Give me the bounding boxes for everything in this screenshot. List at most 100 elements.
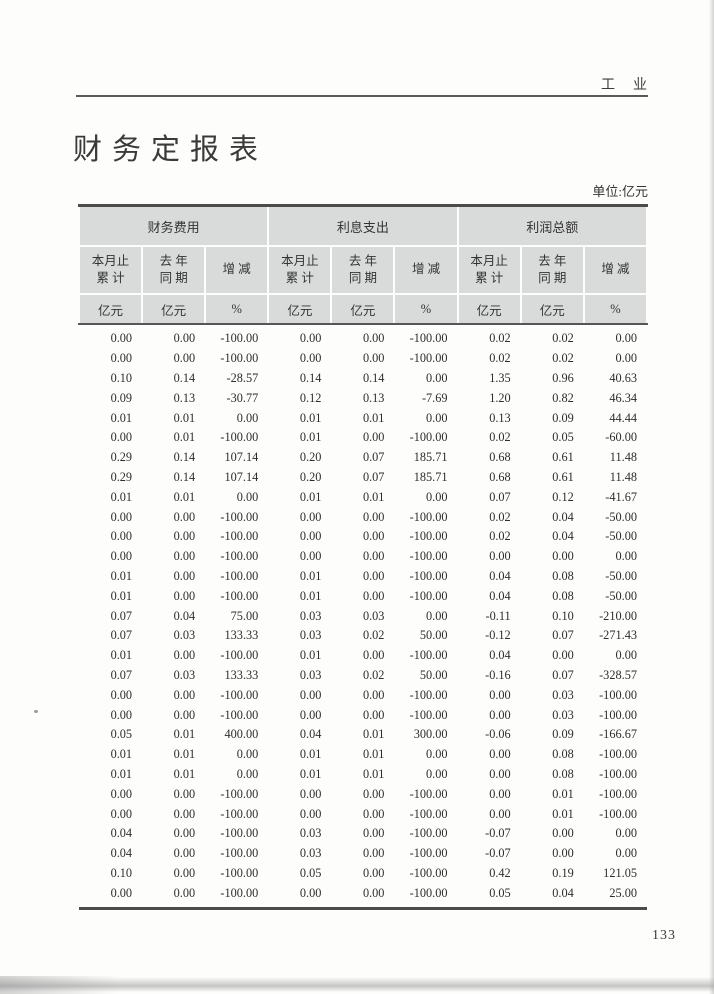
value-cell: 0.02	[362, 628, 385, 643]
value-cell: 0.00	[552, 826, 574, 841]
value-cell: 0.14	[173, 469, 196, 484]
value-cell: 0.00	[489, 747, 511, 762]
value-cell: -100.00	[220, 588, 259, 603]
value-cell: 0.07	[362, 450, 385, 465]
value-cell: -100.00	[220, 806, 259, 821]
value-cell: 0.05	[489, 885, 511, 900]
page-title: 财务定报表	[73, 134, 269, 166]
value-cell: 0.04	[110, 846, 133, 861]
value-cell: 0.03	[299, 846, 322, 861]
value-cell: 0.00	[236, 747, 259, 762]
value-cell: -210.00	[599, 608, 637, 623]
value-cell: 0.13	[173, 390, 196, 405]
table-row: 0.29 0.14 107.14 0.20 0.07 185.71 0.68 0.61 11.4…	[79, 468, 647, 488]
value-cell: -100.00	[220, 568, 259, 583]
table-row: 0.00 0.00 -100.00 0.00 0.00 -100.00 0.02 0.02 0.…	[79, 324, 647, 349]
table-row: 0.00 0.01 -100.00 0.01 0.00 -100.00 0.02 0.05 -6…	[79, 428, 647, 448]
value-cell: -0.07	[485, 846, 511, 861]
value-cell: 0.12	[299, 390, 322, 405]
value-cell: -100.00	[409, 648, 448, 663]
value-cell: 0.02	[552, 351, 574, 366]
value-cell: 46.34	[609, 390, 637, 405]
value-cell: -100.00	[409, 885, 448, 900]
value-cell: -100.00	[409, 806, 448, 821]
value-cell: 0.01	[552, 806, 574, 821]
value-cell: 0.01	[362, 766, 385, 781]
value-cell: 0.00	[552, 846, 574, 861]
value-cell: 0.00	[362, 806, 385, 821]
value-cell: 0.00	[299, 707, 322, 722]
value-cell: 0.00	[173, 509, 196, 524]
sub-header-month-to-date: 本月止 累 计	[267, 245, 333, 295]
table-row: 0.00 0.00 -100.00 0.00 0.00 -100.00 0.00 0.03 -1…	[79, 685, 647, 705]
value-cell: 0.00	[110, 806, 133, 821]
value-cell: 0.00	[426, 766, 448, 781]
value-cell: 0.00	[552, 549, 574, 564]
sub-header-line: 同 期	[159, 271, 188, 285]
value-cell: 400.00	[224, 727, 259, 742]
table-row: 0.29 0.14 107.14 0.20 0.07 185.71 0.68 0.61 11.4…	[79, 448, 647, 468]
value-cell: -50.00	[605, 509, 637, 524]
value-cell: 0.07	[362, 469, 385, 484]
group-header-financial-expenses: 财务费用	[77, 204, 270, 247]
value-cell: 185.71	[413, 450, 448, 465]
value-cell: 0.03	[552, 707, 574, 722]
value-cell: 0.07	[552, 667, 574, 682]
value-cell: 0.00	[615, 846, 637, 861]
table-row: 0.01 0.01 0.00 0.01 0.01 0.00 0.00 0.08 -100.00	[79, 745, 647, 765]
table-header: 财务费用 利息支出 利润总额 本月止 累 计 去 年 同 期 增 减 本月止 累…	[77, 204, 649, 325]
value-cell: 0.03	[299, 608, 322, 623]
value-cell: 0.00	[110, 687, 133, 702]
unit-header-row: 亿元 亿元 % 亿元 亿元 % 亿元 亿元 %	[77, 293, 649, 325]
value-cell: 0.00	[362, 786, 385, 801]
value-cell: -166.67	[599, 727, 637, 742]
value-cell: 0.03	[299, 826, 322, 841]
value-cell: 0.07	[489, 489, 511, 504]
value-cell: -0.12	[485, 628, 511, 643]
unit-cell: 亿元	[77, 293, 144, 325]
value-cell: 0.00	[173, 846, 196, 861]
value-cell: 0.00	[236, 489, 259, 504]
value-cell: 107.14	[224, 469, 259, 484]
table-row: 0.07 0.03 133.33 0.03 0.02 50.00 -0.12 0.07 -271…	[79, 626, 647, 646]
table-row: 0.00 0.00 -100.00 0.00 0.00 -100.00 0.00 0.01 -1…	[79, 804, 647, 824]
value-cell: -7.69	[421, 390, 448, 405]
value-cell: 0.29	[110, 469, 133, 484]
value-cell: 0.01	[362, 747, 385, 762]
value-cell: -100.00	[220, 786, 259, 801]
sub-header-line: 累 计	[475, 271, 504, 285]
sub-header-change: 增 减	[582, 245, 649, 295]
unit-cell: %	[582, 293, 649, 325]
table-row: 0.01 0.01 0.00 0.01 0.01 0.00 0.07 0.12 -41.67	[79, 487, 647, 507]
value-cell: 0.09	[552, 727, 574, 742]
value-cell: 0.08	[552, 747, 574, 762]
group-header-row: 财务费用 利息支出 利润总额	[77, 204, 649, 247]
value-cell: 0.00	[110, 331, 133, 346]
value-cell: 0.00	[615, 351, 637, 366]
sub-header-line: 去 年	[538, 253, 567, 268]
finance-report-table: 财务费用 利息支出 利润总额 本月止 累 计 去 年 同 期 增 减 本月止 累…	[77, 204, 649, 911]
value-cell: 0.00	[362, 846, 385, 861]
value-cell: 0.00	[299, 351, 322, 366]
value-cell: 1.20	[489, 390, 511, 405]
value-cell: 0.14	[173, 450, 196, 465]
sub-header-line: 累 计	[96, 271, 125, 285]
value-cell: 0.02	[489, 430, 511, 445]
value-cell: 0.00	[110, 529, 133, 544]
unit-cell: %	[204, 293, 270, 325]
scan-edge-bottom	[0, 977, 714, 992]
value-cell: 0.20	[299, 469, 322, 484]
value-cell: 0.00	[426, 747, 448, 762]
value-cell: 0.68	[489, 450, 511, 465]
value-cell: 0.00	[110, 786, 133, 801]
value-cell: -100.00	[409, 549, 448, 564]
value-cell: 0.04	[110, 826, 133, 841]
value-cell: 0.04	[489, 588, 511, 603]
sub-header-prev-year: 去 年 同 期	[330, 245, 396, 295]
value-cell: 0.00	[362, 351, 385, 366]
value-cell: 0.07	[110, 608, 133, 623]
value-cell: 0.00	[426, 489, 448, 504]
value-cell: 0.01	[173, 727, 196, 742]
value-cell: 50.00	[419, 667, 448, 682]
sub-header-month-to-date: 本月止 累 计	[77, 245, 144, 295]
